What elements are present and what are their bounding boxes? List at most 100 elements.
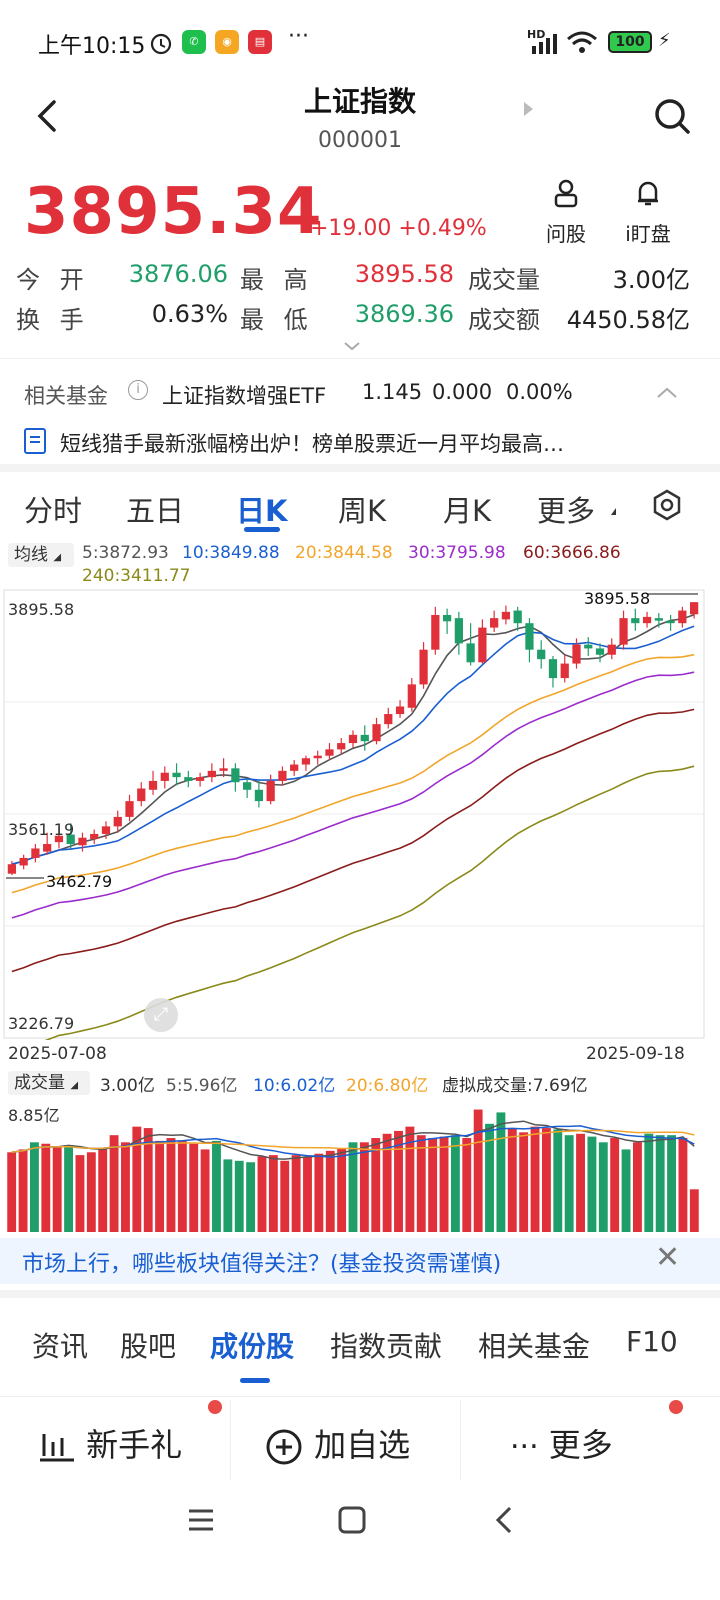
fund-label: 相关基金 [24,384,108,408]
ma10-line [11,625,695,865]
back-nav-icon[interactable] [490,1505,520,1535]
candle-body [631,618,640,624]
candle-body [407,684,416,708]
ma30-line [11,671,695,919]
low-label: 最 低 [240,306,314,334]
candle-body [266,780,275,802]
tab-week-k[interactable]: 周K [338,494,387,528]
volume-bar [553,1129,563,1232]
volume-bar [394,1130,403,1232]
back-arrow-icon[interactable] [28,96,68,136]
candle-body [125,801,134,817]
candle-body [642,616,652,624]
current-price: 3895.34 [24,175,323,249]
virtual-volume: 虚拟成交量:7.69亿 [442,1076,588,1096]
ma20-value: 20:3844.58 [295,543,393,563]
k-line-chart[interactable] [0,588,720,1040]
charging-icon: ⚡ [658,30,671,51]
volume-bar [439,1136,449,1232]
tab-intraday[interactable]: 分时 [24,494,83,528]
news-row[interactable]: 短线猎手最新涨幅榜出炉！榜单股票近一月平均最高… [0,422,720,462]
candle-body [372,724,381,742]
new-user-gift-button[interactable]: 新手礼 [38,1420,182,1466]
candle-body [666,620,675,624]
candle-body [278,770,287,781]
volume-bar [610,1138,620,1232]
candle-body [548,659,558,679]
tab-day-k[interactable]: 日K [236,494,288,528]
volume-bar [644,1133,654,1232]
volume-selector[interactable]: 成交量 ◢ [8,1071,90,1095]
volume-bar [450,1135,460,1232]
volume-bar [280,1160,290,1232]
gift-badge-dot [208,1400,222,1414]
home-nav-icon[interactable] [337,1505,367,1535]
volume-ma10: 10:6.02亿 [253,1076,336,1096]
plus-circle-icon [266,1429,302,1465]
volume-ma20: 20:6.80亿 [346,1076,429,1096]
candle-body [584,644,593,649]
info-icon[interactable]: i [128,380,148,400]
volume-bar [473,1109,483,1232]
volume-chart[interactable] [0,1098,720,1234]
more-button[interactable]: ··· 更多 [510,1420,613,1466]
change-percent: +0.49% [398,216,487,241]
tab-five-day[interactable]: 五日 [126,494,185,528]
ask-stock-label: 问股 [546,222,586,246]
volume-bar [689,1189,699,1232]
ma-selector[interactable]: 均线 ◢ [8,543,74,567]
promo-text: 市场上行，哪些板块值得关注？(基金投资需谨慎) [22,1252,502,1277]
volume-bar [86,1152,96,1232]
candle-body [360,734,369,742]
volume-bar [587,1136,597,1232]
tab-related-funds[interactable]: 相关基金 [478,1330,591,1363]
tab-more[interactable]: 更多 [537,494,596,528]
tab-f10[interactable]: F10 [626,1325,678,1358]
turnover-label: 换 手 [16,306,90,334]
candle-body [537,649,546,660]
promo-banner[interactable]: 市场上行，哪些板块值得关注？(基金投资需谨慎) ✕ [0,1238,720,1284]
candle-body [254,789,264,802]
volume-axis-top: 8.85亿 [8,1106,60,1125]
volume-bar [121,1142,130,1232]
expand-chevron-icon[interactable] [343,340,361,352]
close-icon[interactable]: ✕ [655,1240,681,1275]
candle-body [607,644,616,655]
fund-name: 上证指数增强ETF [162,384,327,408]
tab-month-k[interactable]: 月K [443,494,492,528]
ask-stock-button[interactable]: 问股 [531,178,601,247]
signal-icon [532,34,557,54]
amount-value: 4450.58亿 [566,306,690,334]
next-stock-icon[interactable] [524,102,533,116]
tab-index-contribution[interactable]: 指数贡献 [330,1330,443,1363]
candle-body [219,768,228,771]
more-triangle-icon [611,508,616,515]
candle-body [501,611,511,620]
settings-hexagon-icon[interactable] [650,488,684,522]
price-change: +19.00 +0.49% [310,216,487,241]
candle-body [513,610,522,624]
candle-body [619,618,628,645]
zoom-reset-icon[interactable]: ⤢ [144,998,178,1032]
candle-body [90,833,99,839]
add-label: 加自选 [314,1426,411,1464]
search-icon[interactable] [652,96,692,136]
collapse-chevron-icon[interactable] [656,386,678,400]
tab-news[interactable]: 资讯 [32,1330,89,1363]
fund-price: 1.145 [362,380,423,404]
menu-nav-icon[interactable] [186,1505,216,1535]
tab-constituents[interactable]: 成份股 [210,1330,295,1363]
volume-bar [462,1138,472,1232]
watch-button[interactable]: i盯盘 [613,178,683,247]
ma5-value: 5:3872.93 [82,543,169,563]
add-watchlist-button[interactable]: 加自选 [264,1420,410,1467]
tab-forum[interactable]: 股吧 [120,1330,177,1363]
candle-body [7,864,16,874]
bottom-action-bar [0,1396,720,1486]
volume-bar [166,1138,176,1232]
volume-bar [212,1140,221,1232]
related-fund-row[interactable]: 相关基金 i 上证指数增强ETF 1.145 0.000 0.00% [0,370,720,418]
person-icon [554,179,578,208]
candle-body [384,714,393,725]
ma60-value: 60:3666.86 [523,543,621,563]
